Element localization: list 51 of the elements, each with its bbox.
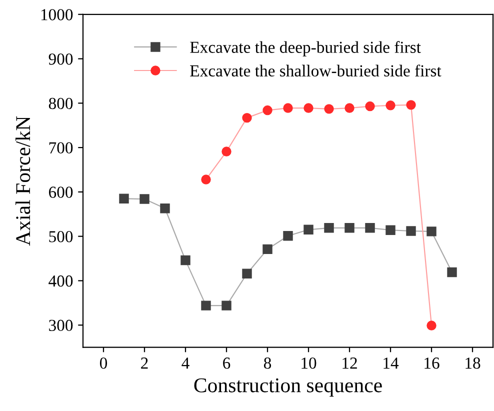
x-tick-label: 0 [100, 358, 108, 369]
point [386, 100, 396, 110]
point [344, 103, 354, 113]
point [365, 101, 375, 112]
point [406, 100, 416, 110]
x-tick-label: 6 [223, 358, 230, 369]
point [201, 300, 211, 310]
x-tick-label: 2 [141, 358, 148, 369]
x-tick-label: 14 [384, 358, 399, 369]
point [262, 105, 272, 116]
point [242, 112, 252, 123]
y-tick-label: 300 [49, 320, 73, 332]
point [262, 244, 272, 254]
point [344, 223, 354, 233]
y-tick-label: 1000 [41, 9, 73, 20]
point [283, 103, 293, 113]
point [426, 226, 436, 236]
point [119, 194, 129, 204]
point [222, 146, 232, 156]
y-tick-label: 500 [49, 231, 73, 242]
point [222, 300, 232, 310]
point [324, 223, 334, 233]
x-tick-label: 10 [302, 358, 316, 369]
x-tick-label: 12 [342, 358, 357, 369]
point [365, 223, 375, 233]
point [180, 255, 190, 266]
legend-label: Excavate the shallow-buried side first [190, 64, 442, 76]
point [324, 104, 334, 114]
y-tick-label: 800 [48, 98, 73, 110]
point [447, 267, 457, 278]
x-tick-label: 16 [424, 358, 440, 369]
x-tick-label: 4 [182, 358, 190, 369]
point [426, 320, 436, 330]
point [283, 231, 293, 241]
y-tick-label: 600 [48, 186, 73, 198]
x-tick-label: 18 [466, 358, 480, 369]
y-tick-label: 400 [48, 275, 73, 287]
point [304, 224, 314, 235]
y-axis-title: Axial Force/kN [15, 116, 30, 246]
point [160, 204, 170, 214]
y-tick-label: 700 [49, 142, 73, 154]
legend-label: Excavate the deep-buried side first [190, 41, 421, 56]
point [304, 103, 314, 113]
point [242, 268, 252, 278]
x-tick-label: 8 [264, 358, 272, 369]
y-tick-label: 900 [48, 53, 73, 65]
point [406, 226, 416, 236]
point [386, 225, 396, 235]
point [140, 194, 150, 204]
x-axis-title: Construction sequence [194, 378, 382, 397]
point [201, 174, 211, 184]
